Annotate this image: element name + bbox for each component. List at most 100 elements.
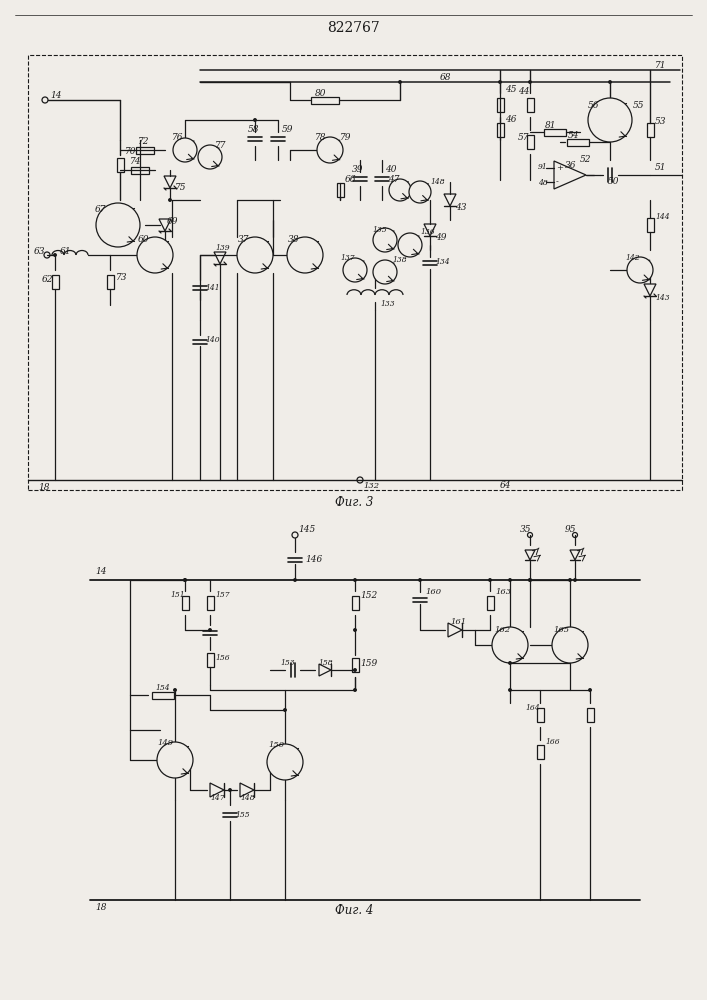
Circle shape (373, 260, 397, 284)
Text: 54: 54 (568, 131, 580, 140)
Text: 14: 14 (50, 92, 62, 101)
Text: 135: 135 (372, 226, 387, 234)
Circle shape (552, 627, 588, 663)
Bar (537, 745, 544, 759)
Circle shape (174, 689, 176, 691)
Text: 133: 133 (380, 300, 395, 308)
Bar (527, 98, 534, 112)
Circle shape (527, 532, 532, 538)
Circle shape (399, 81, 402, 83)
Text: 156: 156 (215, 654, 230, 662)
Bar (496, 123, 503, 137)
Text: 52: 52 (580, 155, 592, 164)
Text: 150: 150 (268, 741, 284, 749)
Bar (152, 692, 174, 698)
Text: 79: 79 (340, 133, 351, 142)
Text: 76: 76 (172, 133, 184, 142)
Text: 37: 37 (238, 235, 250, 244)
Text: 147: 147 (210, 794, 225, 802)
Text: 165: 165 (553, 626, 569, 634)
Circle shape (354, 579, 356, 581)
Text: 132: 132 (363, 482, 379, 490)
Text: 50: 50 (608, 178, 619, 186)
Circle shape (568, 579, 571, 581)
Circle shape (343, 258, 367, 282)
Circle shape (229, 789, 231, 791)
Text: 144: 144 (655, 213, 670, 221)
Circle shape (529, 579, 531, 581)
Circle shape (169, 199, 171, 201)
Bar (337, 183, 344, 197)
Text: 822767: 822767 (327, 21, 380, 35)
Bar (646, 218, 653, 232)
Text: 152: 152 (360, 590, 378, 599)
Text: 64: 64 (500, 482, 511, 490)
Text: 71: 71 (655, 62, 667, 70)
Bar (107, 275, 114, 289)
Circle shape (492, 627, 528, 663)
Text: 45: 45 (505, 86, 517, 95)
Circle shape (573, 532, 578, 538)
Bar (28, 55, 682, 490)
Circle shape (529, 579, 531, 581)
Bar (52, 275, 59, 289)
Text: 146: 146 (305, 554, 322, 564)
Circle shape (317, 137, 343, 163)
Text: 66: 66 (345, 176, 356, 184)
Text: 142: 142 (625, 254, 640, 262)
Text: 46: 46 (505, 115, 517, 124)
Circle shape (293, 579, 296, 581)
Circle shape (54, 254, 57, 256)
Text: 78: 78 (315, 133, 327, 142)
Circle shape (509, 662, 511, 664)
Text: 136: 136 (420, 228, 435, 236)
Bar (537, 708, 544, 722)
Bar (567, 138, 589, 145)
Text: 49: 49 (435, 233, 447, 242)
Bar (117, 158, 124, 172)
Text: Фиг. 4: Фиг. 4 (335, 904, 373, 916)
Bar (496, 98, 503, 112)
Circle shape (137, 237, 173, 273)
Text: 162: 162 (494, 626, 510, 634)
Text: 43: 43 (455, 204, 467, 213)
Text: 138: 138 (392, 256, 407, 264)
Bar (182, 596, 189, 610)
Text: -: - (556, 178, 559, 186)
Bar (587, 708, 593, 722)
Text: 48: 48 (538, 179, 548, 187)
Bar (486, 596, 493, 610)
Circle shape (209, 629, 211, 631)
Text: 140: 140 (205, 336, 220, 344)
Circle shape (589, 689, 591, 691)
Bar (311, 97, 339, 104)
Circle shape (237, 237, 273, 273)
Bar (136, 146, 154, 153)
Bar (351, 596, 358, 610)
Text: 164: 164 (525, 704, 539, 712)
Bar (351, 658, 358, 672)
Text: 148: 148 (430, 178, 445, 186)
Text: 154: 154 (155, 684, 170, 692)
Text: 67: 67 (95, 206, 107, 215)
Text: 153: 153 (280, 659, 295, 667)
Circle shape (198, 145, 222, 169)
Text: 18: 18 (95, 902, 107, 912)
Text: 163: 163 (495, 588, 511, 596)
Text: Фиг. 3: Фиг. 3 (335, 495, 373, 508)
Circle shape (574, 579, 576, 581)
Text: 159: 159 (360, 658, 378, 668)
Circle shape (588, 98, 632, 142)
Circle shape (354, 669, 356, 671)
Circle shape (498, 81, 501, 83)
Circle shape (96, 203, 140, 247)
Circle shape (373, 228, 397, 252)
Text: 61: 61 (60, 247, 71, 256)
Circle shape (184, 579, 186, 581)
Text: 51: 51 (655, 163, 667, 172)
Circle shape (292, 532, 298, 538)
Text: 40: 40 (385, 164, 397, 174)
Text: 63: 63 (34, 247, 45, 256)
Text: 47: 47 (388, 176, 399, 184)
Text: 69: 69 (167, 218, 178, 227)
